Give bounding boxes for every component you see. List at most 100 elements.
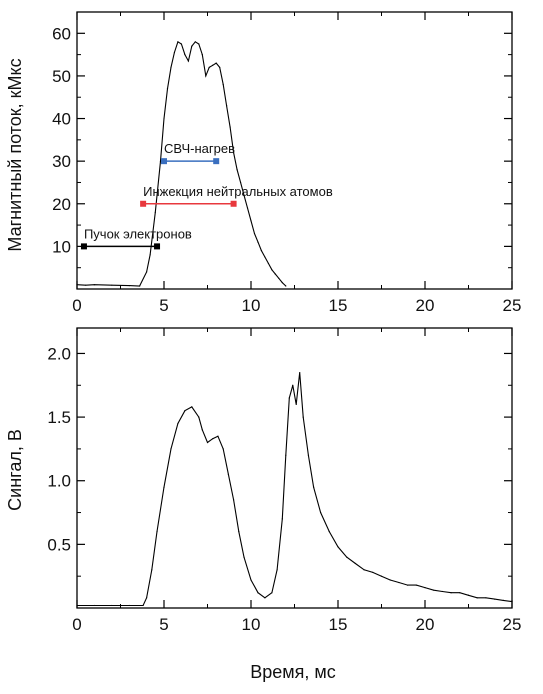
data-point [149, 254, 151, 256]
interval-start-marker [140, 200, 147, 207]
top-y-axis-title: Магнитный поток, кМкс [5, 58, 25, 251]
data-point [278, 277, 280, 279]
data-point [380, 575, 383, 577]
data-point [217, 435, 219, 437]
top-panel: СВЧ-нагрев Инжекция нейтральных атомов Пуч… [5, 11, 522, 315]
data-point [250, 579, 252, 581]
data-point [184, 410, 186, 412]
x-tick-label: 0 [72, 296, 81, 315]
data-point [274, 273, 276, 275]
y-tick-label: 1.5 [47, 408, 71, 427]
data-point [250, 220, 252, 222]
data-point [173, 51, 176, 54]
data-point [415, 584, 417, 586]
data-point [208, 66, 210, 68]
y-tick-label: 1.0 [47, 472, 71, 491]
data-point [93, 604, 95, 607]
data-point [206, 441, 209, 444]
plot-frame [76, 327, 513, 609]
series-line [77, 372, 513, 607]
data-point [292, 384, 294, 386]
data-point [184, 54, 186, 56]
data-point [389, 579, 391, 581]
x-tick-label: 10 [242, 615, 261, 634]
data-point [93, 284, 95, 286]
data-point [151, 569, 153, 571]
data-point [246, 207, 249, 209]
x-tick-label: 15 [329, 296, 348, 315]
data-point [187, 60, 189, 62]
top-plot-area: СВЧ-нагрев Инжекция нейтральных атомов Пуч… [76, 40, 333, 287]
data-point [459, 592, 461, 594]
data-point [198, 416, 200, 418]
data-point [163, 117, 165, 120]
top-axes: 0 5 10 15 20 25 10 20 30 40 50 60 [52, 11, 522, 315]
data-point [307, 454, 310, 456]
interval-label: СВЧ-нагрев [164, 141, 235, 156]
plot-frame [76, 11, 513, 290]
interval-start-marker [161, 158, 167, 165]
data-point [85, 284, 87, 286]
data-point [264, 597, 266, 599]
data-point [302, 416, 304, 418]
data-point [288, 397, 290, 399]
y-tick-label: 10 [52, 237, 71, 256]
data-point [212, 64, 214, 66]
bottom-axes: 0 5 10 15 20 25 0.5 1.0 1.5 2.0 [47, 327, 521, 634]
data-point [163, 486, 165, 488]
data-point [142, 604, 144, 607]
data-point [229, 126, 231, 128]
data-point [159, 160, 162, 162]
data-point [337, 546, 339, 548]
x-tick-label: 10 [242, 296, 261, 315]
data-point [146, 271, 148, 273]
data-point [194, 41, 196, 43]
data-point [222, 83, 224, 86]
data-point [285, 454, 287, 456]
y-tick-label: 50 [52, 67, 71, 86]
data-point [128, 284, 130, 287]
interval-end-marker [230, 200, 237, 207]
data-point [154, 211, 156, 213]
x-tick-label: 25 [503, 296, 522, 315]
interval-end-marker [154, 243, 161, 250]
data-point [243, 194, 245, 196]
x-tick-label: 0 [72, 615, 81, 634]
data-point [191, 45, 193, 47]
data-point [264, 256, 266, 258]
x-tick-label: 20 [416, 296, 435, 315]
data-point [271, 269, 273, 271]
bottom-x-axis-title: Время, мс [250, 662, 336, 682]
data-point [170, 448, 172, 450]
data-point [128, 604, 130, 607]
data-point [502, 599, 504, 601]
data-point [233, 499, 235, 501]
data-point [267, 262, 269, 265]
data-point [295, 403, 297, 405]
data-point [170, 66, 172, 68]
data-point [201, 429, 203, 431]
data-point [212, 438, 214, 440]
data-point [328, 531, 330, 533]
data-point [363, 569, 365, 571]
data-point [227, 473, 229, 475]
data-point [450, 592, 452, 594]
bottom-panel: 0 5 10 15 20 25 0.5 1.0 1.5 2.0 Сингал, В Время, … [5, 327, 521, 682]
data-point [467, 594, 470, 596]
data-point [111, 604, 113, 607]
x-tick-label: 5 [159, 615, 168, 634]
bottom-plot-area [76, 371, 513, 607]
data-point [346, 556, 348, 558]
data-point [222, 448, 224, 450]
y-tick-label: 0.5 [47, 535, 71, 554]
data-point [260, 250, 263, 252]
data-point [215, 62, 217, 64]
x-tick-label: 5 [159, 296, 168, 315]
data-point [233, 152, 235, 154]
data-point [166, 88, 169, 90]
interval-end-marker [213, 158, 220, 165]
data-point [299, 371, 301, 374]
data-point [236, 169, 238, 171]
data-point [398, 581, 400, 584]
y-tick-label: 30 [52, 152, 71, 171]
